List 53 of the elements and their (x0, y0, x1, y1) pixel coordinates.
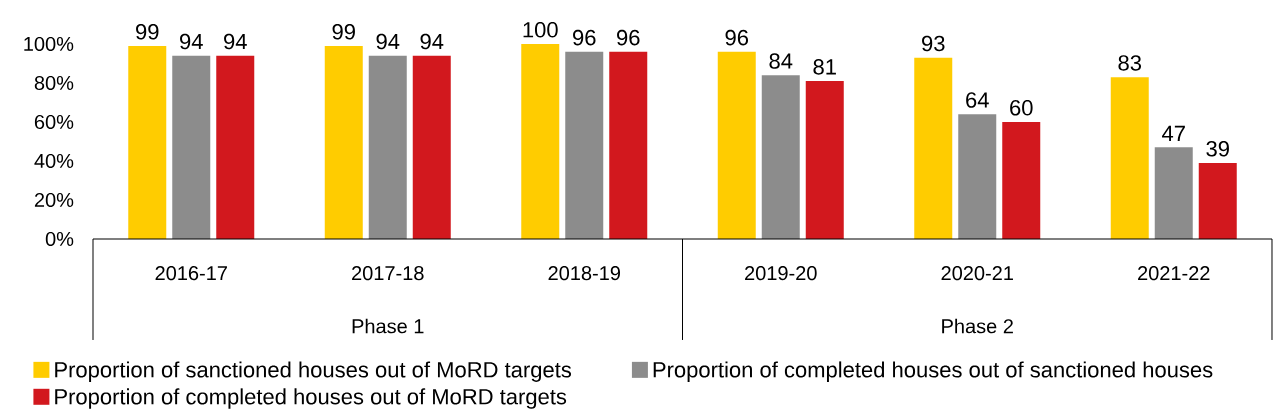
x-tick-label: 2018-19 (548, 266, 621, 281)
x-tick-label: 2021-22 (1138, 266, 1210, 281)
bar (216, 55, 255, 239)
data-label: 47 (1162, 125, 1185, 141)
x-tick-label: 2019-20 (745, 266, 817, 281)
bar (609, 51, 648, 239)
bar (368, 55, 407, 239)
data-label: 93 (922, 35, 945, 52)
bar (1154, 147, 1193, 239)
data-label: 96 (573, 29, 596, 46)
data-label: 83 (1118, 55, 1142, 71)
data-label: 94 (420, 33, 444, 50)
y-tick-label: 40% (34, 153, 74, 169)
text: Phase 2 (942, 318, 1013, 334)
y-tick-label: 20% (34, 192, 74, 208)
data-label: 94 (224, 33, 247, 50)
bar (324, 45, 363, 239)
bar (914, 57, 953, 239)
y-tick-label: 80% (34, 75, 74, 91)
y-tick-label: 60% (34, 114, 74, 130)
data-label: 39 (1206, 140, 1229, 157)
data-label: 100 (523, 22, 558, 38)
bar (128, 45, 167, 239)
y-tick-label: 0% (45, 231, 74, 247)
bar (1110, 77, 1149, 239)
x-tick-label: 2017-18 (352, 266, 424, 281)
data-label: 84 (769, 53, 793, 69)
bar (172, 55, 211, 239)
x-tick-label: 2020-21 (941, 266, 1013, 281)
data-label: 94 (376, 33, 400, 50)
legend-label: Proportion of sanctioned houses out of MoRD targets (55, 361, 572, 382)
data-label: 99 (332, 23, 355, 40)
bar (412, 55, 451, 239)
bar (761, 75, 800, 239)
legend-label: Proportion of completed houses out of sanctioned houses (653, 361, 1213, 382)
legend-label: Proportion of completed houses out of MoRD targets (55, 388, 567, 409)
bar (521, 43, 560, 239)
bar (565, 51, 604, 239)
text: Phase 1 (352, 318, 424, 334)
bar (1002, 121, 1041, 239)
data-label: 94 (180, 33, 203, 50)
data-label: 81 (813, 59, 836, 75)
bar (805, 81, 844, 239)
data-label: 99 (136, 23, 159, 40)
x-tick-label: 2016-17 (155, 266, 227, 281)
bar (717, 51, 756, 239)
bar (958, 114, 997, 239)
data-label: 64 (966, 92, 989, 108)
data-label: 96 (725, 29, 749, 46)
y-tick-label: 100% (24, 36, 74, 52)
data-label: 96 (617, 29, 640, 46)
bar (1198, 162, 1237, 239)
data-label: 60 (1010, 100, 1033, 116)
